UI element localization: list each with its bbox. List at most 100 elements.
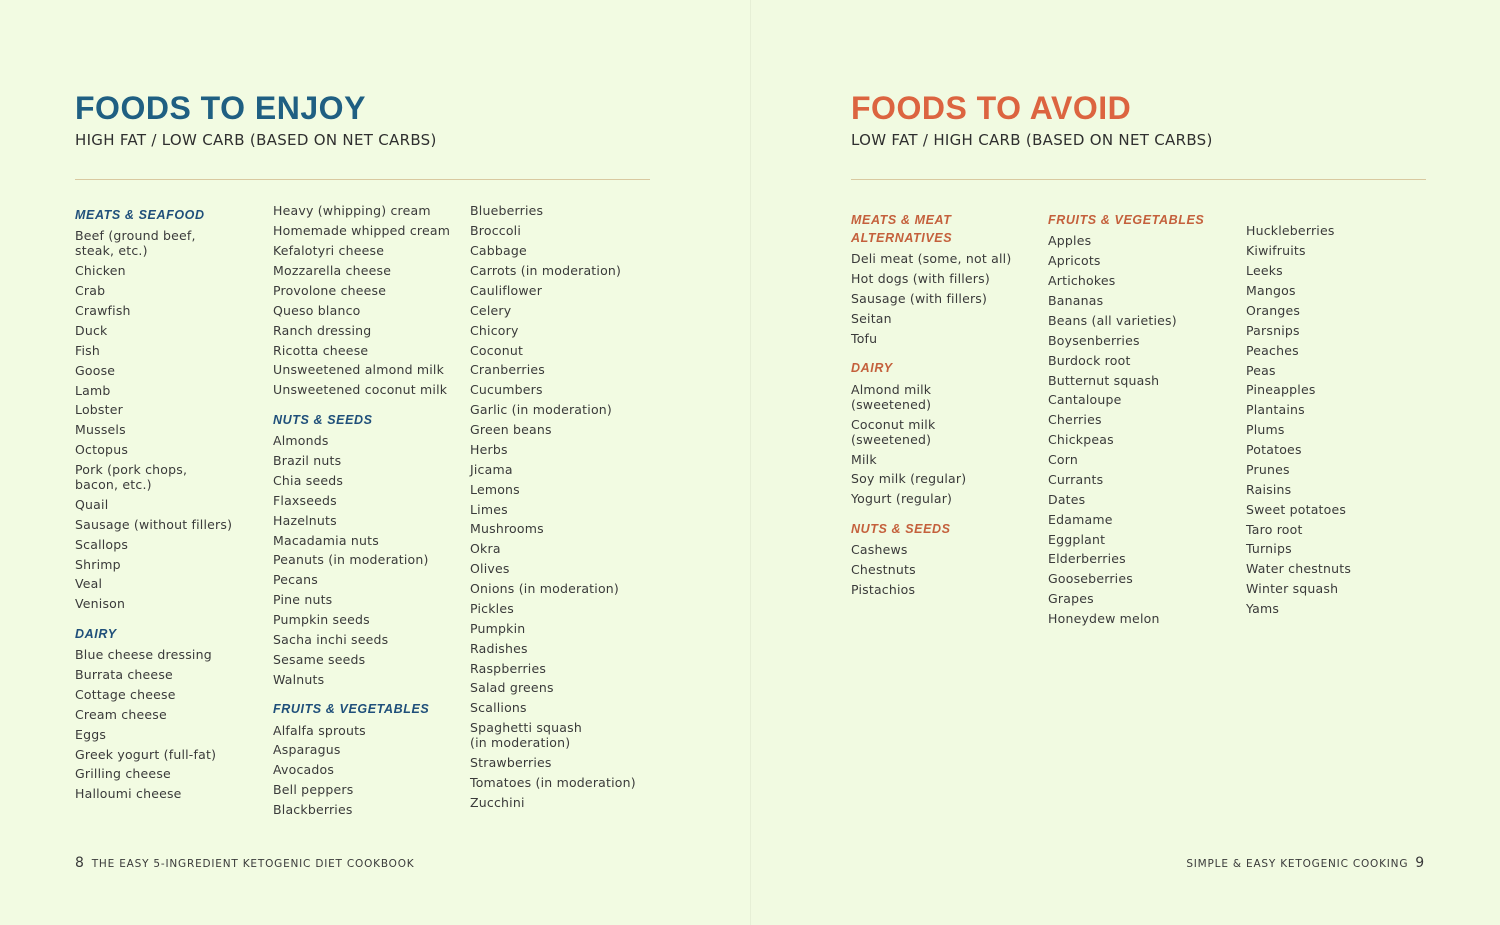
- food-item: Seitan: [851, 311, 892, 327]
- food-item: Lemons: [470, 481, 520, 497]
- page-number: 8: [75, 855, 85, 871]
- food-item: Venison: [75, 596, 126, 612]
- food-item: Scallions: [470, 700, 527, 716]
- running-title: SIMPLE & EASY KETOGENIC COOKING: [1186, 858, 1409, 870]
- food-group: FRUITS & VEGETABLES Apples Apricots Articho…: [1048, 211, 1238, 629]
- food-item: Honeydew melon: [1048, 611, 1160, 627]
- food-item: Salad greens: [470, 680, 554, 696]
- food-item: Almonds: [273, 433, 329, 449]
- food-item: Gooseberries: [1048, 571, 1133, 587]
- food-item: Octopus: [75, 442, 129, 458]
- food-item: Macadamia nuts: [273, 532, 379, 548]
- food-item: Hot dogs (with fillers): [851, 271, 990, 287]
- food-item: Ranch dressing: [273, 322, 372, 338]
- food-item: Mozzarella cheese: [273, 263, 392, 279]
- food-item: Milk: [851, 451, 877, 467]
- food-item: Sausage (without fillers): [75, 516, 233, 532]
- group-heading: NUTS & SEEDS: [851, 521, 951, 536]
- food-item: Dates: [1048, 491, 1086, 507]
- food-group: MEATS & SEAFOOD Beef (ground beef, steak,…: [75, 206, 265, 614]
- food-item: Almond milk (sweetened): [851, 381, 932, 412]
- food-item: Corn: [1048, 452, 1079, 468]
- food-item: Coconut milk (sweetened): [851, 416, 936, 447]
- food-item: Currants: [1048, 471, 1104, 487]
- group-heading: MEATS & MEAT ALTERNATIVES: [851, 213, 953, 245]
- page: FOODS TO ENJOY HIGH FAT / LOW CARB (BASED…: [75, 90, 650, 871]
- food-item: Heavy (whipping) cream: [273, 203, 431, 219]
- food-item: Tomatoes (in moderation): [470, 774, 636, 790]
- food-item: Herbs: [470, 441, 508, 457]
- food-item: Parsnips: [1246, 322, 1300, 338]
- food-item: Walnuts: [273, 671, 325, 687]
- food-item: Ricotta cheese: [273, 342, 369, 358]
- group-heading: DAIRY: [851, 361, 893, 376]
- food-item: Plantains: [1246, 402, 1305, 418]
- food-item: Broccoli: [470, 223, 522, 239]
- page-title: FOODS TO ENJOY: [75, 90, 366, 126]
- food-column: Huckleberries Kiwifruits Leeks Mangos Orange…: [1246, 221, 1436, 619]
- food-item: Celery: [470, 302, 512, 318]
- food-item: Grilling cheese: [75, 766, 171, 782]
- food-item: Limes: [470, 501, 508, 517]
- group-heading: NUTS & SEEDS: [273, 412, 373, 427]
- page-footer: SIMPLE & EASY KETOGENIC COOKING 9: [1186, 855, 1425, 871]
- food-item: Plums: [1246, 422, 1285, 438]
- food-item: Pumpkin: [470, 620, 526, 636]
- food-item: Avocados: [273, 762, 335, 778]
- food-item: Chicken: [75, 263, 126, 279]
- food-item: Carrots (in moderation): [470, 263, 622, 279]
- food-column: MEATS & SEAFOOD Beef (ground beef, steak,…: [75, 201, 265, 804]
- food-item: Edamame: [1048, 511, 1113, 527]
- food-item: Apricots: [1048, 253, 1101, 269]
- food-item: Chicory: [470, 322, 519, 338]
- food-item: Cream cheese: [75, 706, 167, 722]
- food-item: Apples: [1048, 233, 1092, 249]
- food-item: Alfalfa sprouts: [273, 722, 366, 738]
- food-item: Crab: [75, 283, 106, 299]
- food-item: Burdock root: [1048, 352, 1131, 368]
- food-group: Heavy (whipping) cream Homemade whipped c…: [273, 201, 463, 400]
- food-item: Deli meat (some, not all): [851, 251, 1012, 267]
- food-item: Sausage (with fillers): [851, 291, 988, 307]
- page-title: FOODS TO AVOID: [851, 90, 1132, 126]
- food-item: Mushrooms: [470, 521, 544, 537]
- food-item: Boysenberries: [1048, 332, 1140, 348]
- food-item: Cantaloupe: [1048, 392, 1122, 408]
- food-item: Water chestnuts: [1246, 561, 1352, 577]
- food-item: Olives: [470, 561, 510, 577]
- food-item: Cherries: [1048, 412, 1102, 428]
- food-item: Cucumbers: [470, 382, 543, 398]
- food-item: Kefalotyri cheese: [273, 243, 385, 259]
- food-item: Cranberries: [470, 362, 546, 378]
- food-item: Garlic (in moderation): [470, 402, 612, 418]
- divider: [851, 179, 1426, 180]
- food-item: Queso blanco: [273, 302, 361, 318]
- food-group: Huckleberries Kiwifruits Leeks Mangos Orange…: [1246, 221, 1436, 619]
- food-item: Greek yogurt (full-fat): [75, 746, 217, 762]
- food-item: Flaxseeds: [273, 492, 337, 508]
- food-item: Yogurt (regular): [851, 491, 953, 507]
- food-item: Onions (in moderation): [470, 581, 620, 597]
- food-item: Peas: [1246, 362, 1276, 378]
- food-item: Green beans: [470, 422, 552, 438]
- food-item: Peaches: [1246, 342, 1299, 358]
- food-item: Halloumi cheese: [75, 786, 182, 802]
- food-item: Grapes: [1048, 591, 1094, 607]
- food-item: Oranges: [1246, 302, 1301, 318]
- group-heading: MEATS & SEAFOOD: [75, 208, 205, 222]
- food-item: Tofu: [851, 330, 878, 346]
- food-item: Cauliflower: [470, 282, 543, 298]
- page-subtitle: LOW FAT / HIGH CARB (BASED ON NET CARBS): [851, 131, 1213, 149]
- food-item: Fish: [75, 342, 100, 358]
- food-item: Sweet potatoes: [1246, 501, 1347, 517]
- divider: [75, 179, 650, 180]
- food-item: Okra: [470, 541, 501, 557]
- food-item: Mussels: [75, 422, 126, 438]
- food-item: Pineapples: [1246, 382, 1316, 398]
- food-group: DAIRY Almond milk (sweetened) Coconut milk…: [851, 359, 1041, 508]
- food-item: Huckleberries: [1246, 223, 1335, 239]
- food-item: Beans (all varieties): [1048, 312, 1177, 328]
- food-item: Unsweetened coconut milk: [273, 382, 448, 398]
- food-item: Pickles: [470, 600, 514, 616]
- food-item: Cabbage: [470, 243, 527, 259]
